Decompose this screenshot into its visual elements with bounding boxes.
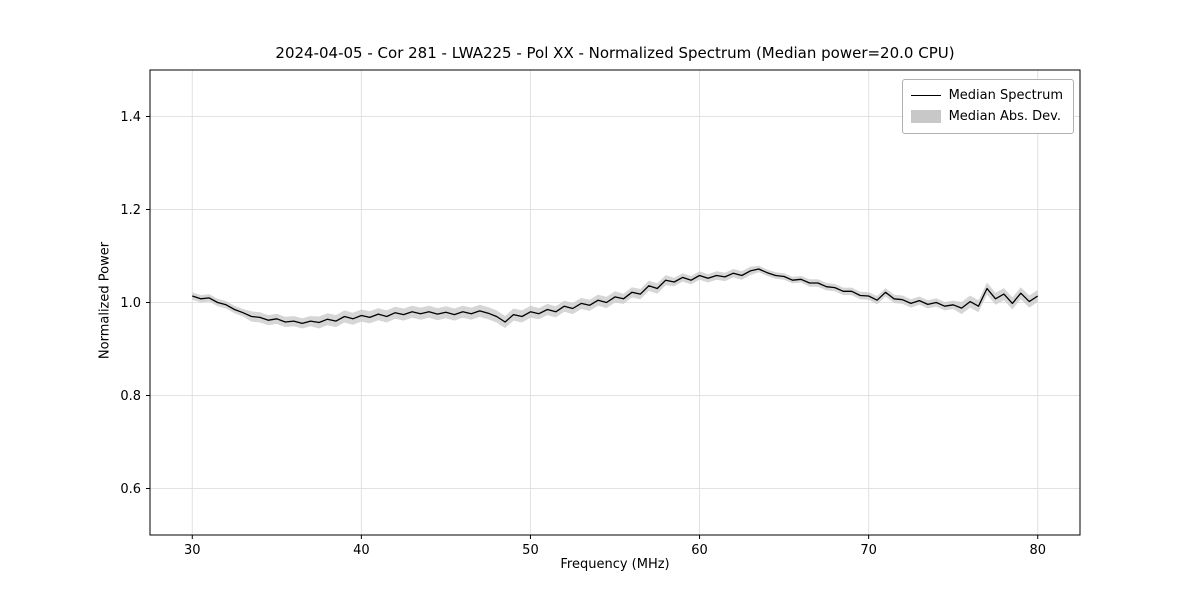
band-swatch-icon: [910, 110, 941, 123]
y-tick-label: 1.4: [120, 110, 141, 125]
x-tick-label: 30: [184, 543, 201, 558]
x-tick-label: 40: [353, 543, 370, 558]
x-tick-label: 50: [522, 543, 539, 558]
legend-item-median-spectrum: Median Spectrum: [910, 85, 1063, 106]
plot-title: 2024-04-05 - Cor 281 - LWA225 - Pol XX -…: [275, 44, 955, 62]
x-tick-label: 60: [691, 543, 708, 558]
legend-label: Median Abs. Dev.: [948, 109, 1062, 124]
y-axis-label: Normalized Power: [97, 241, 113, 360]
x-tick-label: 70: [860, 543, 877, 558]
x-axis-label: Frequency (MHz): [560, 557, 670, 572]
y-tick-label: 0.6: [120, 482, 141, 497]
y-tick-label: 0.8: [120, 389, 141, 404]
legend-label: Median Spectrum: [948, 88, 1063, 103]
legend: Median Spectrum Median Abs. Dev.: [901, 79, 1074, 134]
line-swatch-icon: [910, 95, 941, 96]
y-tick-label: 1.2: [120, 203, 141, 218]
median-spectrum-line: [192, 268, 1039, 325]
legend-item-median-abs-dev: Median Abs. Dev.: [910, 106, 1063, 127]
x-tick-label: 80: [1029, 543, 1046, 558]
y-tick-label: 1.0: [120, 296, 141, 311]
